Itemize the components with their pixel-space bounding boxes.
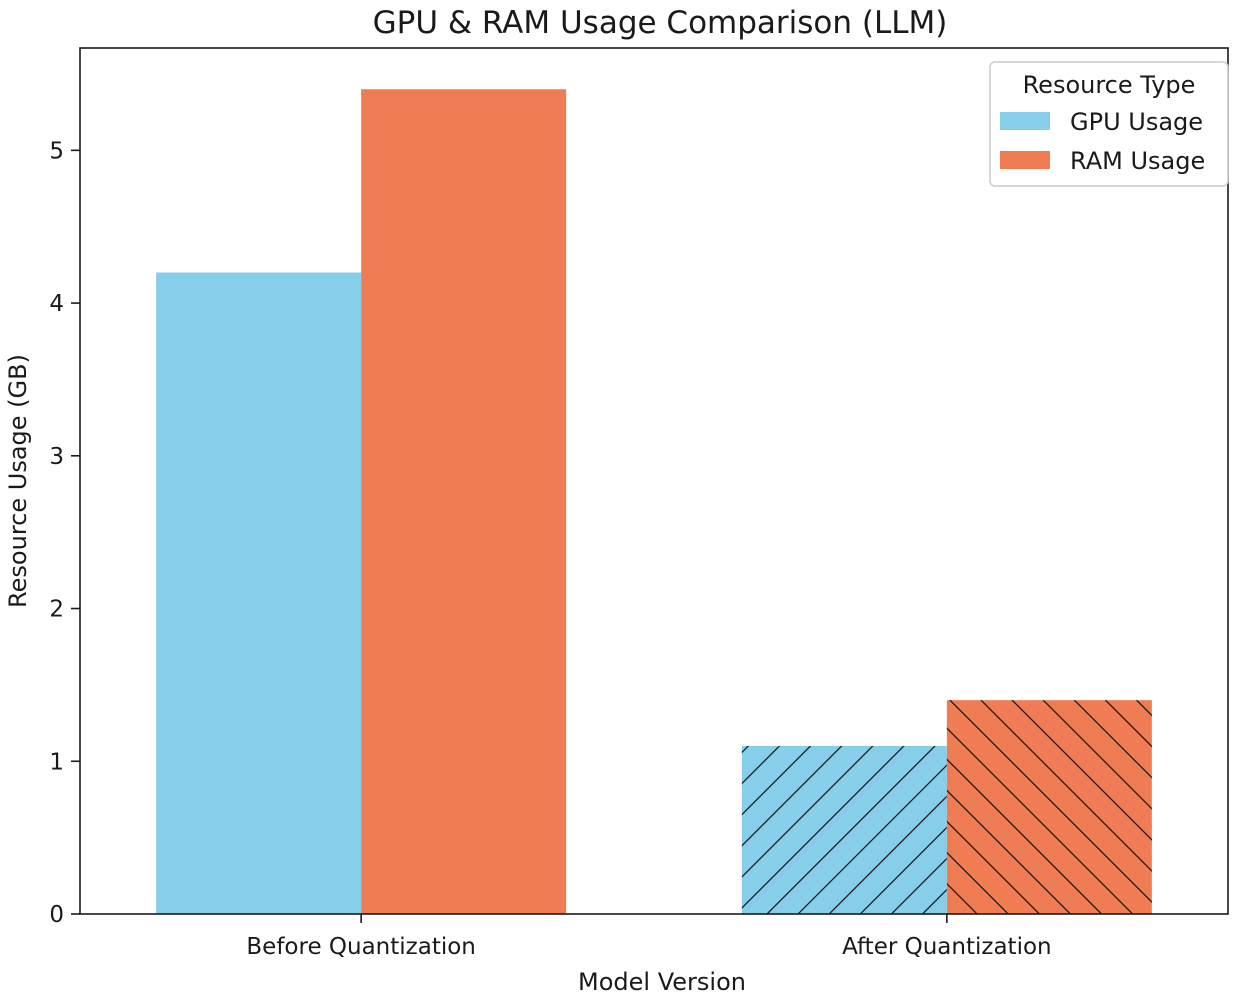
- chart-title: GPU & RAM Usage Comparison (LLM): [373, 5, 948, 41]
- bar-hatch-ram-usage-after-quantization: [946, 700, 1152, 914]
- y-tick-label: 3: [49, 444, 64, 470]
- bars-layer: [156, 89, 1152, 914]
- legend: Resource Type GPU Usage RAM Usage: [989, 61, 1229, 187]
- legend-swatch-gpu: [1000, 112, 1050, 130]
- legend-swatch-ram: [1000, 151, 1050, 169]
- legend-label-gpu: GPU Usage: [1070, 108, 1203, 136]
- x-tick-label: After Quantization: [842, 934, 1052, 960]
- y-tick-label: 0: [49, 902, 64, 928]
- legend-title: Resource Type: [1023, 71, 1196, 99]
- y-tick-label: 5: [49, 138, 64, 164]
- bar-gpu-usage-before-quantization: [156, 272, 362, 914]
- y-tick-label: 2: [49, 597, 64, 623]
- x-axis-ticks: Before Quantization After Quantization: [246, 914, 1052, 960]
- y-axis-ticks: 0 1 2 3 4 5: [49, 138, 80, 928]
- bar-ram-usage-before-quantization: [361, 89, 567, 914]
- x-tick-label: Before Quantization: [246, 934, 476, 960]
- legend-label-ram: RAM Usage: [1070, 147, 1205, 175]
- y-axis-label: Resource Usage (GB): [4, 354, 32, 608]
- bar-hatch-gpu-usage-after-quantization: [741, 745, 947, 914]
- y-tick-label: 4: [49, 291, 64, 317]
- y-tick-label: 1: [49, 749, 64, 775]
- x-axis-label: Model Version: [578, 968, 746, 996]
- plot-frame: [79, 47, 1229, 915]
